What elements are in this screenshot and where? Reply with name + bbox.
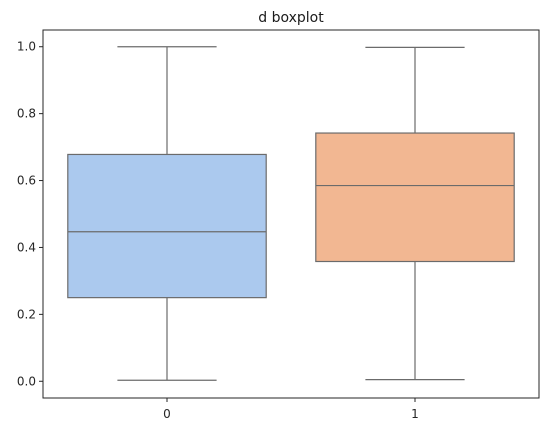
box-iqr bbox=[67, 153, 267, 299]
chart-title: d boxplot bbox=[258, 10, 324, 26]
y-tick-label: 0.6 bbox=[17, 174, 36, 188]
x-tick-label: 0 bbox=[163, 407, 171, 421]
y-tick-label: 0.2 bbox=[17, 307, 36, 321]
y-tick-label: 0.0 bbox=[17, 374, 36, 388]
y-tick-label: 0.8 bbox=[17, 107, 36, 121]
plot-frame bbox=[42, 29, 540, 399]
y-tick-label: 0.4 bbox=[17, 240, 36, 254]
y-axis: 0.0 0.2 0.4 0.6 0.8 1.0 bbox=[17, 40, 43, 388]
y-tick-label: 1.0 bbox=[17, 40, 36, 54]
box-group-0 bbox=[67, 46, 267, 381]
box-group-1 bbox=[315, 46, 515, 381]
box-iqr bbox=[315, 132, 515, 263]
plot-area bbox=[67, 46, 515, 381]
x-tick-label: 1 bbox=[411, 407, 419, 421]
